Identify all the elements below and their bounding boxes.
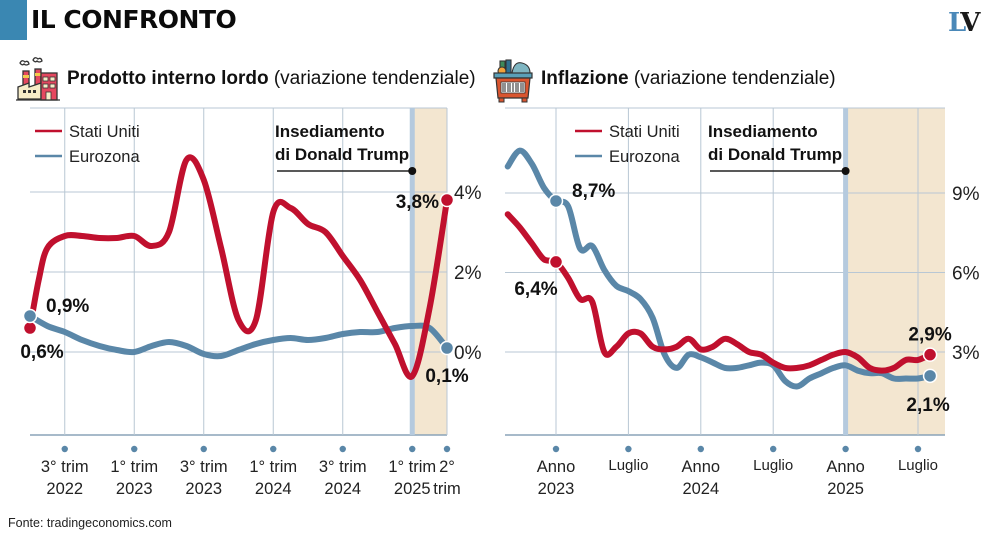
gdp-xtick-dot <box>61 445 68 453</box>
source-credit: Fonte: tradingeconomics.com <box>8 516 172 530</box>
gdp-marker-eurozone <box>22 308 38 324</box>
gdp-xtick-label-line2: 2023 <box>185 480 222 498</box>
gdp-line-eurozone <box>27 313 450 360</box>
gdp-annotation-dot <box>408 167 417 175</box>
inflation-xtick-label: Anno <box>682 458 721 476</box>
inflation-legend-label-eurozone: Eurozona <box>609 148 680 166</box>
publication-logo: LV <box>948 8 980 38</box>
logo-letter-v: V <box>960 8 980 38</box>
gdp-xtick-label: 2° <box>439 458 455 476</box>
gdp-marker-us <box>22 320 38 336</box>
inflation-annotation-line2: di Donald Trump <box>708 145 842 164</box>
inflation-line-us <box>504 211 934 374</box>
inflation-xtick-dot <box>625 445 632 453</box>
gdp-title-subtitle: (variazione tendenziale) <box>268 68 476 89</box>
gdp-annotation-line1: Insediamento <box>275 122 385 141</box>
gdp-xtick-label: 3° trim <box>180 458 228 476</box>
gdp-xtick-dot <box>339 445 346 453</box>
gdp-xtick-label-line2: 2023 <box>116 480 153 498</box>
gdp-xtick-label-line2: 2024 <box>255 480 292 498</box>
inflation-data-label-eurozone: 8,7% <box>572 181 615 202</box>
inflation-title-bold: Inflazione <box>541 68 629 89</box>
inflation-marker-eurozone <box>548 193 564 209</box>
inflation-ytick-label: 6% <box>952 264 980 285</box>
inflation-post-inauguration-shade <box>845 108 945 435</box>
gdp-data-label-eurozone: 0,9% <box>46 296 89 317</box>
inflation-chart: 9% 6% 3% Anno 2023 Luglio Anno 2024 Luglio Anno 20… <box>504 107 980 498</box>
inflation-xtick-label: Luglio <box>608 457 648 474</box>
gdp-xtick-dot <box>270 445 277 453</box>
gdp-chart-title: Prodotto interno lordo (variazione tende… <box>67 68 476 90</box>
gdp-xtick-label-line2: 2024 <box>324 480 361 498</box>
gdp-xtick-label-line2: 2025 <box>394 480 431 498</box>
gdp-title-bold: Prodotto interno lordo <box>67 68 269 89</box>
inflation-xtick-dot <box>552 445 560 453</box>
inflation-data-label-us: 6,4% <box>514 279 557 300</box>
gdp-xtick-dot <box>200 445 207 453</box>
gdp-data-label-us: 0,6% <box>20 342 63 363</box>
logo-letter-l: L <box>948 8 963 38</box>
gdp-xtick-dot <box>443 445 451 453</box>
gdp-ytick-label: 0% <box>454 343 482 364</box>
gdp-data-label-eurozone: 0,1% <box>425 366 468 387</box>
inflation-legend-label-us: Stati Uniti <box>609 123 680 141</box>
gdp-xtick-label: 1° trim <box>249 458 297 476</box>
inflation-xtick-dot <box>697 445 704 453</box>
shopping-basket-icon <box>493 59 533 103</box>
inflation-data-label-eurozone: 2,1% <box>906 395 949 416</box>
inflation-data-label-us: 2,9% <box>908 325 951 346</box>
gdp-xtick-label-line2: trim <box>433 480 461 498</box>
inflation-chart-title: Inflazione (variazione tendenziale) <box>541 68 836 90</box>
gdp-annotation-line2: di Donald Trump <box>275 145 409 164</box>
factory-icon <box>16 57 60 101</box>
gdp-legend-label-us: Stati Uniti <box>69 123 140 141</box>
gdp-ytick-label: 2% <box>454 263 482 284</box>
inflation-title-subtitle: (variazione tendenziale) <box>628 68 836 89</box>
gdp-xtick-dot <box>131 445 138 453</box>
gdp-xtick-label: 3° trim <box>41 458 89 476</box>
gdp-marker-eurozone <box>439 340 455 356</box>
gdp-marker-us <box>439 192 455 208</box>
inflation-marker-eurozone <box>922 368 938 384</box>
inflation-xtick-dot <box>770 445 777 453</box>
gdp-ytick-label: 4% <box>454 183 482 204</box>
inflation-marker-us <box>922 347 938 362</box>
inflation-xtick-label: Anno <box>826 458 865 476</box>
gdp-legend-label-eurozone: Eurozona <box>69 148 140 166</box>
gdp-data-label-us: 3,8% <box>396 192 439 213</box>
inflation-annotation-dot <box>841 167 850 175</box>
gdp-line-us <box>27 154 450 380</box>
brand-color-block <box>0 0 27 40</box>
inflation-xtick-dot <box>914 445 922 453</box>
gdp-xtick-label-line2: 2022 <box>46 480 83 498</box>
gdp-xtick-label: 1° trim <box>110 458 158 476</box>
inflation-xtick-label-line2: 2024 <box>682 480 719 498</box>
inflation-ytick-label: 3% <box>952 343 980 364</box>
inflation-xtick-label-line2: 2025 <box>827 480 864 498</box>
inflation-xtick-label: Luglio <box>898 457 938 474</box>
gdp-xtick-label: 1° trim <box>388 458 436 476</box>
gdp-chart: 4% 2% 0% 3° trim 2022 1° trim 2023 3° trim 2023 1… <box>20 107 482 498</box>
inflation-line-eurozone <box>504 147 934 390</box>
inflation-xtick-label: Anno <box>537 458 576 476</box>
page-title: IL CONFRONTO <box>31 5 237 34</box>
inflation-annotation-line1: Insediamento <box>708 122 818 141</box>
inflation-ytick-label: 9% <box>952 184 980 205</box>
gdp-xtick-dot <box>409 445 416 453</box>
gdp-xtick-label: 3° trim <box>319 458 367 476</box>
inflation-marker-us <box>548 254 564 270</box>
inflation-xtick-label: Luglio <box>753 457 793 474</box>
inflation-xtick-dot <box>842 445 849 453</box>
inflation-xtick-label-line2: 2023 <box>538 480 575 498</box>
